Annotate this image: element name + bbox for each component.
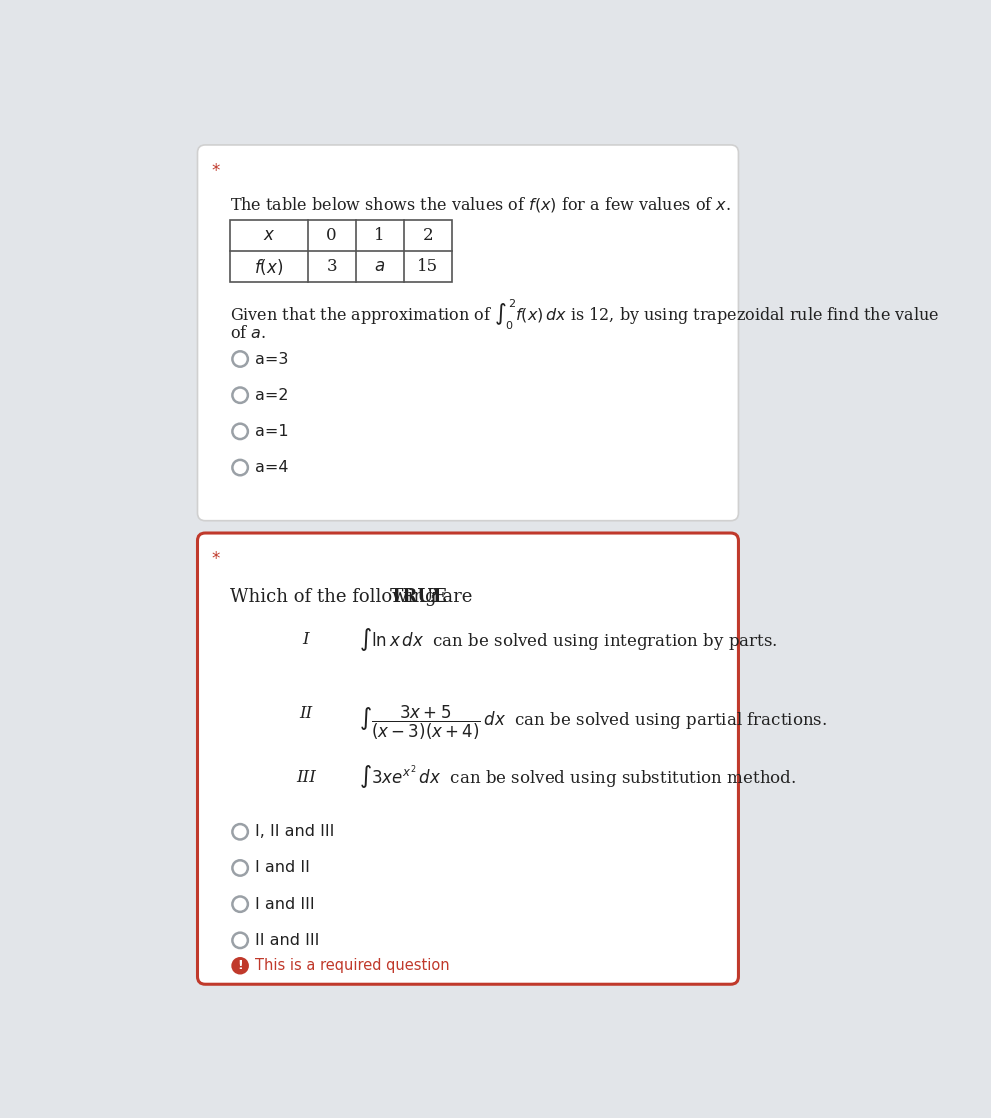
Text: II: II <box>299 704 312 722</box>
Text: TRUE: TRUE <box>389 588 448 606</box>
Circle shape <box>232 958 248 974</box>
Text: a=1: a=1 <box>255 424 288 439</box>
Text: 1: 1 <box>375 227 385 245</box>
Text: The table below shows the values of $f(x)$ for a few values of $x$.: The table below shows the values of $f(x… <box>230 195 730 214</box>
Text: *: * <box>211 162 220 180</box>
Text: This is a required question: This is a required question <box>255 958 450 974</box>
Text: $\int \dfrac{3x+5}{(x-3)(x+4)}\,dx$  can be solved using partial fractions.: $\int \dfrac{3x+5}{(x-3)(x+4)}\,dx$ can … <box>359 704 826 742</box>
FancyBboxPatch shape <box>197 145 738 521</box>
Text: $x$: $x$ <box>263 227 275 245</box>
Text: a=2: a=2 <box>255 388 288 402</box>
Text: I and II: I and II <box>255 861 310 875</box>
Text: II and III: II and III <box>255 932 319 948</box>
Text: 2: 2 <box>422 227 433 245</box>
Text: I, II and III: I, II and III <box>255 824 334 840</box>
Text: $\int 3xe^{x^2}\,dx$  can be solved using substitution method.: $\int 3xe^{x^2}\,dx$ can be solved using… <box>359 764 796 793</box>
Text: *: * <box>211 550 220 568</box>
Text: Given that the approximation of $\int_0^2 f(x)\,dx$ is 12, by using trapezoidal : Given that the approximation of $\int_0^… <box>230 297 939 332</box>
Text: a=4: a=4 <box>255 461 288 475</box>
Bar <box>230 220 452 282</box>
Text: $\int \ln x\,dx$  can be solved using integration by parts.: $\int \ln x\,dx$ can be solved using int… <box>359 626 777 653</box>
Text: 3: 3 <box>326 258 337 275</box>
Text: a=3: a=3 <box>255 351 288 367</box>
Text: !: ! <box>237 959 243 973</box>
Text: I: I <box>302 631 309 647</box>
Text: ?: ? <box>428 588 437 606</box>
Text: of $a$.: of $a$. <box>230 325 267 342</box>
Text: Which of the following are: Which of the following are <box>230 588 479 606</box>
Text: $a$: $a$ <box>374 258 385 275</box>
Text: 0: 0 <box>326 227 337 245</box>
Text: III: III <box>296 769 316 786</box>
Text: I and III: I and III <box>255 897 314 911</box>
Text: $f(x)$: $f(x)$ <box>254 257 283 276</box>
FancyBboxPatch shape <box>197 533 738 984</box>
Text: 15: 15 <box>417 258 438 275</box>
